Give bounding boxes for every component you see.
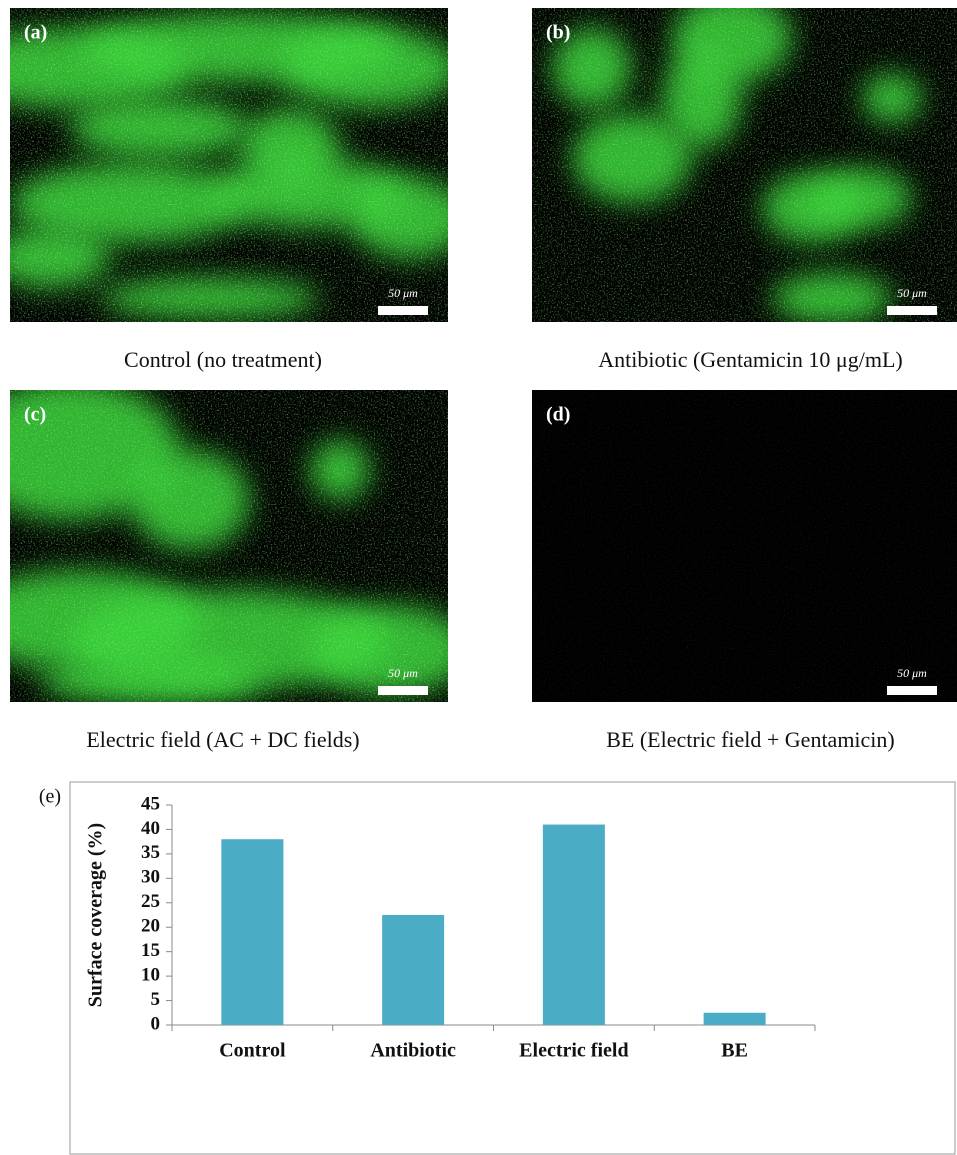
chart-frame (69, 781, 956, 1155)
scale-bar (378, 306, 428, 315)
y-axis-title: Surface coverage (%) (85, 823, 107, 1007)
x-tick-label: Control (219, 1040, 286, 1062)
bar (382, 915, 445, 1025)
y-tick-label: 0 (151, 1013, 161, 1034)
x-tick-label: Antibiotic (370, 1040, 456, 1062)
chart-label: (e) (39, 786, 61, 808)
panel-label: (a) (24, 22, 47, 44)
scale-bar-label: 50 μm (897, 666, 927, 680)
y-tick-label: 20 (141, 916, 160, 937)
y-tick-label: 15 (141, 940, 160, 961)
y-tick-label: 30 (141, 867, 160, 888)
y-tick-label: 35 (141, 842, 160, 863)
bar (221, 839, 284, 1025)
panel-label: (b) (546, 22, 570, 44)
x-tick-label: BE (721, 1040, 748, 1062)
y-tick-label: 5 (151, 989, 161, 1010)
scale-bar-label: 50 μm (388, 286, 418, 300)
panel-caption: Electric field (AC + DC fields) (86, 727, 359, 752)
y-tick-label: 45 (141, 793, 160, 814)
biofilm-speckle (10, 8, 448, 322)
scale-bar (887, 306, 937, 315)
bar (542, 824, 605, 1025)
x-tick-label: Electric field (519, 1040, 628, 1062)
micrograph (532, 390, 957, 702)
panel-label: (c) (24, 404, 46, 426)
micrograph (10, 8, 448, 322)
y-tick-label: 25 (141, 891, 160, 912)
micrograph (532, 8, 957, 322)
micrograph (10, 390, 448, 702)
biofilm-speckle (10, 390, 448, 702)
scale-bar (378, 686, 428, 695)
panel-caption: Antibiotic (Gentamicin 10 μg/mL) (598, 347, 902, 372)
y-tick-label: 10 (141, 964, 160, 985)
y-tick-label: 40 (141, 818, 160, 839)
scale-bar (887, 686, 937, 695)
panel-caption: BE (Electric field + Gentamicin) (606, 727, 895, 752)
biofilm-speckle (532, 390, 957, 702)
scale-bar-label: 50 μm (897, 286, 927, 300)
panel-caption: Control (no treatment) (124, 347, 322, 372)
panel-label: (d) (546, 404, 570, 426)
bar (703, 1012, 766, 1025)
biofilm-speckle (532, 8, 957, 322)
scale-bar-label: 50 μm (388, 666, 418, 680)
